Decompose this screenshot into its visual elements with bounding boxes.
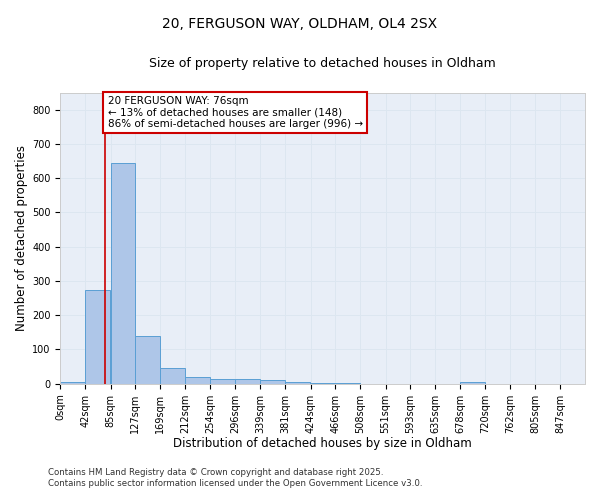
Text: 20 FERGUSON WAY: 76sqm
← 13% of detached houses are smaller (148)
86% of semi-de: 20 FERGUSON WAY: 76sqm ← 13% of detached… bbox=[107, 96, 363, 129]
Bar bbox=[311, 383, 335, 384]
Y-axis label: Number of detached properties: Number of detached properties bbox=[15, 145, 28, 331]
Bar bbox=[260, 380, 285, 384]
Bar bbox=[235, 380, 260, 384]
Bar bbox=[160, 368, 185, 384]
Title: Size of property relative to detached houses in Oldham: Size of property relative to detached ho… bbox=[149, 58, 496, 70]
Bar bbox=[285, 382, 310, 384]
Bar bbox=[110, 162, 136, 384]
Bar bbox=[460, 382, 485, 384]
X-axis label: Distribution of detached houses by size in Oldham: Distribution of detached houses by size … bbox=[173, 437, 472, 450]
Bar bbox=[136, 336, 160, 384]
Text: 20, FERGUSON WAY, OLDHAM, OL4 2SX: 20, FERGUSON WAY, OLDHAM, OL4 2SX bbox=[163, 18, 437, 32]
Bar bbox=[210, 380, 235, 384]
Bar bbox=[185, 377, 210, 384]
Bar bbox=[61, 382, 85, 384]
Bar bbox=[85, 290, 110, 384]
Text: Contains HM Land Registry data © Crown copyright and database right 2025.
Contai: Contains HM Land Registry data © Crown c… bbox=[48, 468, 422, 487]
